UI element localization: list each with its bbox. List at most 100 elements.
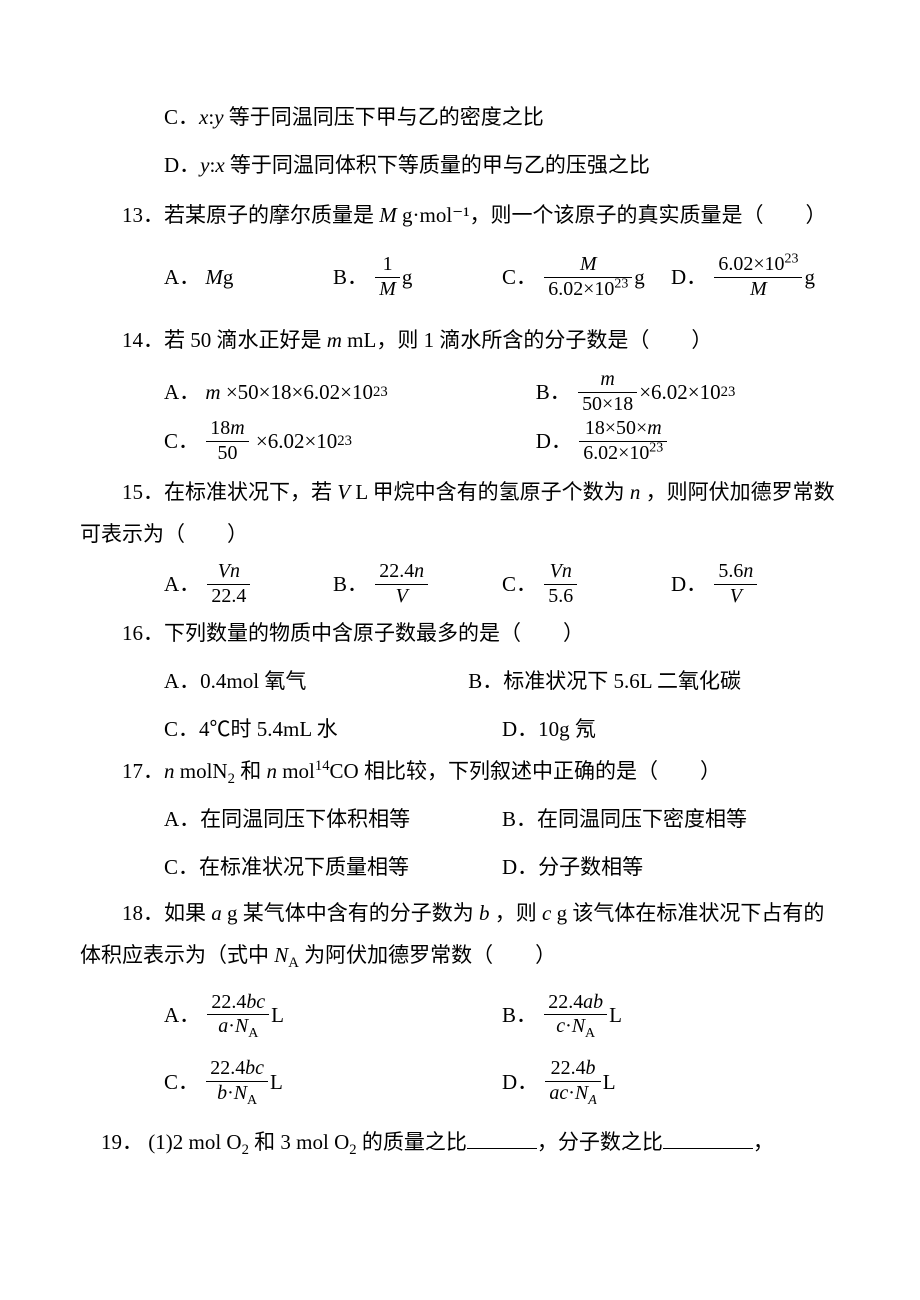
opt-label: B． [333, 563, 368, 605]
text: 在标准状况下，若 [164, 480, 337, 504]
opt-label: D． [671, 563, 707, 605]
q14-opt-b: B． m 50×18 ×6.02×1023 [536, 369, 840, 416]
q16-stem: 16．下列数量的物质中含原子数最多的是（ ） [80, 612, 840, 654]
num: 22.4 [210, 1057, 245, 1079]
q16-opt-b: B．标准状况下 5.6L 二氧化碳 [468, 660, 840, 702]
sub: 2 [242, 1142, 249, 1158]
q16-opt-d: D．10g 氖 [502, 708, 840, 750]
q14-stem: 14．若 50 滴水正好是 m mL，则 1 滴水所含的分子数是（ ） [80, 319, 840, 361]
opt-label: A． [164, 371, 200, 413]
q17-opt-c: C．在标准状况下质量相等 [164, 846, 502, 888]
q13-opt-d: D． 6.02×1023 M g [671, 254, 840, 301]
var: c [556, 1015, 565, 1037]
opt-c-carry: C．x:y 等于同温同压下甲与乙的密度之比 [80, 96, 840, 138]
q15-opt-d: D． 5.6n V [671, 561, 840, 608]
dot: · [227, 1082, 234, 1104]
q14-opt-a: A． m ×50×18×6.02×1023 [164, 371, 536, 413]
exp: 23 [649, 440, 663, 455]
denominator: M [379, 278, 396, 300]
q17-opt-b: B．在同温同压下密度相等 [502, 798, 840, 840]
denominator: 50×18 [578, 393, 637, 416]
text: L 甲烷中含有的氢原子个数为 [350, 480, 630, 504]
denominator: 6.02×10 [583, 442, 649, 464]
fraction: 22.4bc b·NA [206, 1058, 268, 1105]
sub: 2 [228, 771, 235, 787]
var: b [479, 901, 490, 925]
q-number: 13． [122, 203, 164, 227]
text: 的质量之比 [357, 1130, 467, 1154]
var: N [274, 943, 288, 967]
numerator: Vn [550, 560, 572, 582]
opt-label: C． [164, 420, 199, 462]
var: n [266, 759, 277, 783]
var: b [586, 1057, 596, 1079]
q14-opt-d: D． 18×50×m 6.02×1023 [536, 418, 840, 465]
q17-options-row2: C．在标准状况下质量相等 D．分子数相等 [80, 846, 840, 888]
opt-label: B． [502, 994, 537, 1036]
text: 若某原子的摩尔质量是 [164, 203, 379, 227]
q15-opt-a: A． Vn 22.4 [164, 561, 333, 608]
text: 和 3 mol O [249, 1130, 349, 1154]
numerator: M [580, 253, 597, 275]
num: 22.4 [211, 991, 246, 1013]
opt-label: C． [502, 563, 537, 605]
fraction: 18m 50 [206, 418, 248, 465]
opt-label: D． [164, 153, 200, 177]
var: m [205, 371, 220, 413]
q14-opt-c: C． 18m 50 ×6.02×1023 [164, 418, 536, 465]
denominator: M [750, 278, 767, 300]
blank-input[interactable] [467, 1127, 537, 1149]
q-number: 18． [122, 901, 164, 925]
var: N [234, 1082, 247, 1104]
numerator: 18×50× [585, 417, 647, 439]
numerator: 5.6 [718, 560, 743, 582]
text: molN [175, 759, 228, 783]
sub: A [247, 1093, 257, 1108]
var: m [327, 328, 342, 352]
text: ， [753, 1130, 774, 1154]
opt-label: C． [502, 256, 537, 298]
q18-stem: 18．如果 a g 某气体中含有的分子数为 b ，则 c g 该气体在标准状况下… [80, 892, 840, 976]
var: N [235, 1015, 248, 1037]
opt-text: 等于同温同压下甲与乙的密度之比 [224, 105, 544, 129]
unit: g [402, 256, 413, 298]
numerator: 18 [210, 417, 230, 439]
expr: ×6.02×10 [256, 420, 337, 462]
opt-label: D． [502, 1061, 538, 1103]
text: mol [277, 759, 315, 783]
fraction: 22.4n V [375, 561, 428, 608]
dot: · [565, 1015, 572, 1037]
dot: · [568, 1082, 575, 1104]
q-number: 15． [122, 480, 164, 504]
q-number: 14． [122, 328, 164, 352]
fraction: Vn 22.4 [207, 561, 250, 608]
denominator: V [730, 585, 742, 607]
sub: A [248, 1026, 258, 1041]
exp: 23 [785, 251, 799, 266]
var-m: M [379, 203, 397, 227]
var: n [414, 560, 424, 582]
fraction: 22.4ab c·NA [544, 992, 607, 1039]
var: b [217, 1082, 227, 1104]
opt-label: C． [164, 105, 199, 129]
q17-options-row1: A．在同温同压下体积相等 B．在同温同压下密度相等 [80, 798, 840, 840]
var: V [337, 480, 350, 504]
var: N [572, 1015, 585, 1037]
q13-options: A． M g B． 1 M g C． M 6.02×1023 g D． 6.02… [80, 254, 840, 301]
var: n [630, 480, 641, 504]
fraction: 1 M [375, 254, 400, 301]
text: 为阿伏加德罗常数（ ） [299, 943, 556, 967]
denominator: 50 [206, 442, 248, 465]
opt-text: 等于同温同体积下等质量的甲与乙的压强之比 [225, 153, 650, 177]
denominator: 5.6 [544, 585, 577, 608]
page: C．x:y 等于同温同压下甲与乙的密度之比 D．y:x 等于同温同体积下等质量的… [0, 0, 920, 1203]
exp: 23 [614, 276, 628, 291]
unit: L [609, 994, 622, 1036]
q18-opt-a: A． 22.4bc a·NA L [164, 992, 502, 1039]
numerator: Vn [218, 560, 240, 582]
q17-opt-d: D．分子数相等 [502, 846, 840, 888]
dot: · [228, 1015, 235, 1037]
q15-opt-c: C． Vn 5.6 [502, 561, 671, 608]
blank-input[interactable] [663, 1127, 753, 1149]
opt-d-carry: D．y:x 等于同温同体积下等质量的甲与乙的压强之比 [80, 144, 840, 186]
